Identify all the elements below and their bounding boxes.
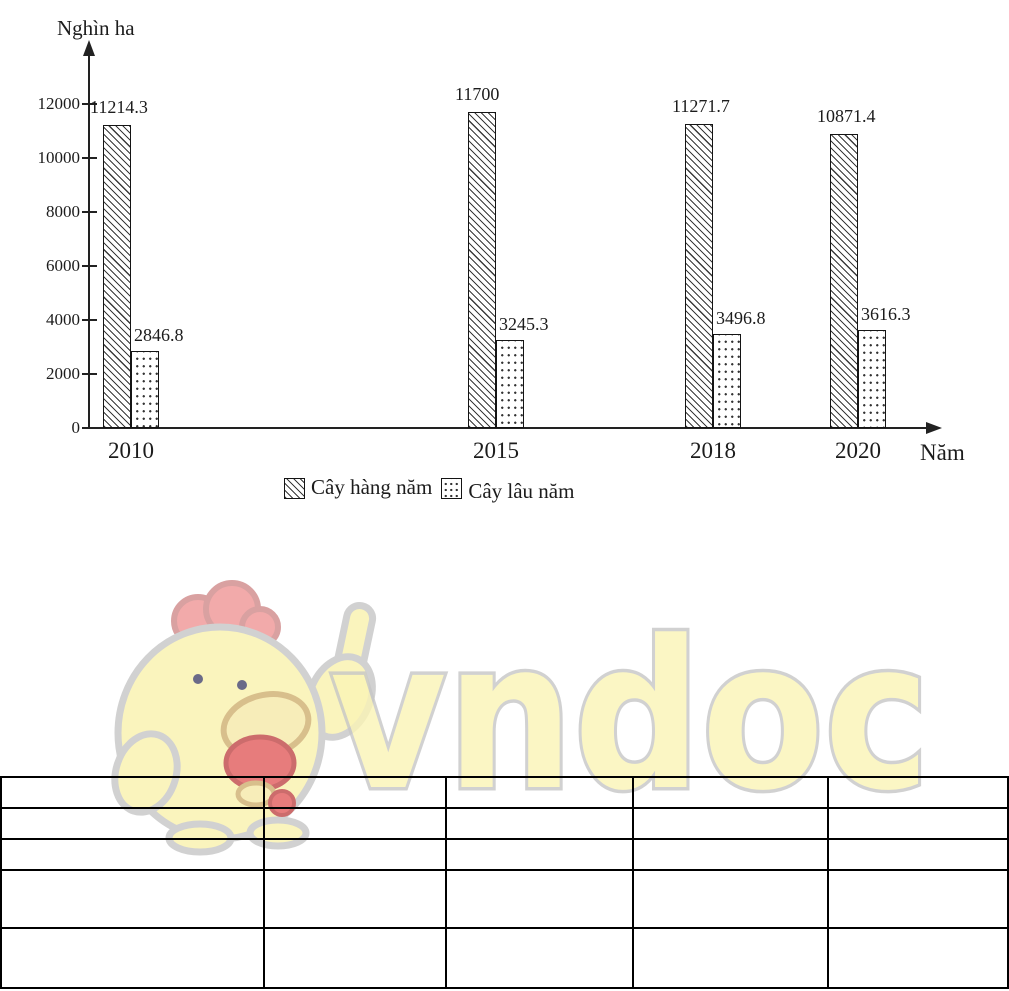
table-cell — [445, 776, 634, 809]
y-tick-mark — [82, 265, 97, 267]
y-tick-label: 10000 — [37, 148, 81, 167]
legend-label: Cây lâu năm — [468, 479, 575, 503]
y-tick-label: 8000 — [46, 202, 80, 221]
bar-perennial-crops — [496, 340, 524, 428]
table-cell — [263, 807, 447, 840]
y-axis-title: Nghìn ha — [57, 16, 135, 40]
hatch-swatch-icon — [284, 478, 305, 499]
chart-legend: Cây hàng năm Cây lâu năm — [284, 475, 574, 503]
table-cell — [632, 869, 829, 929]
y-tick-label: 6000 — [46, 256, 80, 275]
table-cell — [263, 776, 447, 809]
bar-value-label: 11700 — [455, 84, 500, 105]
bar-annual-crops — [468, 112, 496, 428]
bar-value-label: 3496.8 — [716, 307, 766, 328]
table-cell — [445, 838, 634, 871]
table-row — [0, 776, 1009, 809]
y-tick-label: 4000 — [46, 310, 80, 329]
table-cell — [263, 927, 447, 989]
table-cell — [827, 807, 1009, 840]
table-cell — [0, 838, 265, 871]
table-cell — [0, 776, 265, 809]
bar-value-label: 11214.3 — [90, 97, 148, 118]
legend-item-annual: Cây hàng năm — [284, 475, 432, 500]
y-tick-mark — [82, 157, 97, 159]
y-tick-mark — [82, 373, 97, 375]
bar-chart: Nghìn ha Năm 0 2000 4000 6000 8000 10000 12000… — [37, 16, 965, 503]
bar-annual-crops — [685, 123, 713, 428]
table-cell — [0, 927, 265, 989]
y-tick-label: 12000 — [37, 94, 81, 113]
table-cell — [445, 869, 634, 929]
bar-perennial-crops — [858, 330, 886, 428]
y-tick-label: 0 — [71, 418, 81, 437]
bar-perennial-crops — [131, 351, 159, 428]
x-category-label: 2015 — [473, 438, 519, 463]
table-cell — [827, 927, 1009, 989]
table-row — [0, 838, 1009, 871]
x-category-label: 2010 — [108, 438, 154, 463]
table-cell — [632, 776, 829, 809]
bar-value-label: 11271.7 — [672, 95, 730, 116]
x-category-label: 2018 — [690, 438, 736, 463]
bar-annual-crops — [103, 125, 131, 428]
table-cell — [827, 869, 1009, 929]
x-axis-title: Năm — [920, 440, 965, 465]
table-cell — [632, 807, 829, 840]
dots-swatch-icon — [441, 478, 463, 499]
bar-value-label: 3616.3 — [861, 304, 911, 325]
bar-annual-crops — [830, 134, 858, 428]
y-tick-mark — [82, 211, 97, 213]
answer-table — [0, 776, 1009, 989]
bar-value-label: 10871.4 — [817, 106, 876, 127]
legend-label: Cây hàng năm — [311, 475, 433, 499]
bar-value-label: 3245.3 — [499, 314, 549, 335]
table-row — [0, 807, 1009, 840]
x-axis-arrow-icon — [926, 422, 942, 434]
table-cell — [827, 776, 1009, 809]
table-cell — [827, 838, 1009, 871]
bar-value-label: 2846.8 — [134, 325, 184, 346]
y-tick-mark — [82, 103, 97, 105]
bar-perennial-crops — [713, 333, 741, 428]
table-cell — [0, 869, 265, 929]
y-tick-mark — [82, 427, 97, 429]
y-axis-line — [88, 43, 90, 428]
y-tick-mark — [82, 319, 97, 321]
table-row — [0, 927, 1009, 989]
y-axis-arrow-icon — [83, 40, 95, 56]
table-cell — [632, 927, 829, 989]
table-row — [0, 869, 1009, 929]
legend-item-perennial: Cây lâu năm — [441, 475, 574, 503]
x-category-label: 2020 — [835, 438, 881, 463]
y-tick-label: 2000 — [46, 364, 80, 383]
table-cell — [445, 927, 634, 989]
x-axis-line — [88, 427, 928, 429]
table-cell — [263, 869, 447, 929]
table-cell — [632, 838, 829, 871]
table-cell — [445, 807, 634, 840]
table-cell — [0, 807, 265, 840]
table-cell — [263, 838, 447, 871]
